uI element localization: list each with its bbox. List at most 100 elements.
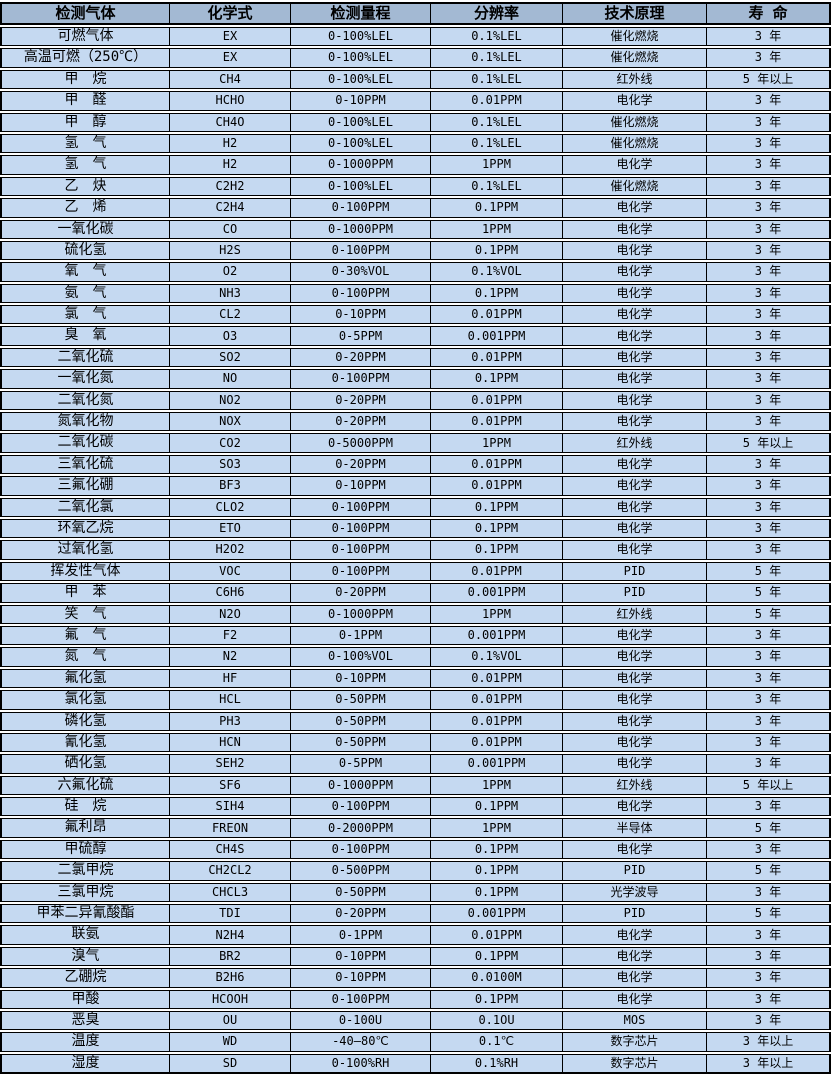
cell-principle: 电化学 (563, 839, 707, 860)
cell-gas: 臭 氧 (0, 326, 170, 346)
cell-principle: 电化学 (563, 262, 707, 282)
cell-formula: HCHO (170, 91, 291, 111)
cell-range: 0-100PPM (291, 198, 431, 218)
cell-gas: 氯化氢 (0, 690, 170, 710)
cell-formula: HCN (170, 732, 291, 753)
cell-lifespan: 3 年 (707, 668, 831, 689)
cell-resolution: 0.001PPM (431, 625, 563, 646)
cell-range: 0-10PPM (291, 968, 431, 988)
cell-range: 0-2000PPM (291, 818, 431, 838)
table-row: 三氟化硼 BF3 0-10PPM 0.01PPM 电化学 3 年 (0, 476, 831, 496)
cell-principle: 电化学 (563, 754, 707, 774)
cell-formula: NO (170, 369, 291, 389)
cell-resolution: 0.01PPM (431, 347, 563, 368)
table-row: 三氯甲烷 CHCL3 0-50PPM 0.1PPM 光学波导 3 年 (0, 882, 831, 903)
cell-range: 0-50PPM (291, 732, 431, 753)
table-row: 氟利昂 FREON 0-2000PPM 1PPM 半导体 5 年 (0, 818, 831, 838)
cell-principle: MOS (563, 1010, 707, 1031)
cell-principle: 电化学 (563, 625, 707, 646)
table-row: 氢 气 H2 0-1000PPM 1PPM 电化学 3 年 (0, 155, 831, 175)
cell-gas: 甲 醛 (0, 91, 170, 111)
cell-lifespan: 3 年 (707, 454, 831, 475)
cell-gas: 可燃气体 (0, 27, 170, 47)
cell-resolution: 0.01PPM (431, 925, 563, 945)
cell-gas: 一氧化碳 (0, 219, 170, 239)
cell-formula: CO2 (170, 433, 291, 453)
table-row: 湿度 SD 0-100%RH 0.1%RH 数字芯片 3 年以上 (0, 1053, 831, 1075)
cell-formula: BR2 (170, 946, 291, 967)
cell-resolution: 0.1%LEL (431, 69, 563, 90)
col-header-formula: 化学式 (170, 2, 291, 25)
cell-lifespan: 5 年 (707, 861, 831, 881)
cell-principle: 电化学 (563, 283, 707, 304)
table-row: 硒化氢 SEH2 0-5PPM 0.001PPM 电化学 3 年 (0, 754, 831, 774)
cell-principle: 电化学 (563, 454, 707, 475)
cell-formula: CH2CL2 (170, 861, 291, 881)
cell-range: 0-100%RH (291, 1053, 431, 1075)
cell-gas: 三氯甲烷 (0, 882, 170, 903)
cell-formula: C2H4 (170, 198, 291, 218)
cell-gas: 氯 气 (0, 305, 170, 325)
cell-resolution: 1PPM (431, 155, 563, 175)
cell-range: 0-1000PPM (291, 775, 431, 796)
table-row: 乙硼烷 B2H6 0-10PPM 0.0100M 电化学 3 年 (0, 968, 831, 988)
cell-principle: 催化燃烧 (563, 133, 707, 154)
cell-resolution: 0.0100M (431, 968, 563, 988)
cell-resolution: 0.01PPM (431, 668, 563, 689)
cell-formula: HCOOH (170, 989, 291, 1009)
cell-range: 0-100%LEL (291, 133, 431, 154)
cell-range: 0-5PPM (291, 754, 431, 774)
cell-formula: N2 (170, 647, 291, 667)
cell-lifespan: 5 年以上 (707, 69, 831, 90)
cell-range: 0-1000PPM (291, 219, 431, 239)
cell-range: 0-10PPM (291, 305, 431, 325)
table-row: 氯化氢 HCL 0-50PPM 0.01PPM 电化学 3 年 (0, 690, 831, 710)
cell-formula: CH4 (170, 69, 291, 90)
cell-range: 0-100PPM (291, 540, 431, 560)
cell-principle: PID (563, 561, 707, 582)
cell-principle: 电化学 (563, 518, 707, 539)
cell-resolution: 0.01PPM (431, 91, 563, 111)
cell-formula: C6H6 (170, 583, 291, 603)
table-row: 挥发性气体 VOC 0-100PPM 0.01PPM PID 5 年 (0, 561, 831, 582)
cell-range: 0-1PPM (291, 625, 431, 646)
cell-resolution: 0.1%VOL (431, 262, 563, 282)
cell-lifespan: 3 年 (707, 133, 831, 154)
cell-resolution: 0.1%VOL (431, 647, 563, 667)
table-row: 过氧化氢 H2O2 0-100PPM 0.1PPM 电化学 3 年 (0, 540, 831, 560)
cell-range: 0-100PPM (291, 283, 431, 304)
cell-gas: 温度 (0, 1032, 170, 1052)
cell-lifespan: 3 年 (707, 732, 831, 753)
cell-lifespan: 3 年 (707, 283, 831, 304)
cell-principle: PID (563, 583, 707, 603)
cell-formula: NH3 (170, 283, 291, 304)
cell-principle: PID (563, 904, 707, 924)
cell-resolution: 0.01PPM (431, 732, 563, 753)
cell-principle: 电化学 (563, 732, 707, 753)
table-row: 乙 烯 C2H4 0-100PPM 0.1PPM 电化学 3 年 (0, 198, 831, 218)
cell-formula: CHCL3 (170, 882, 291, 903)
cell-lifespan: 3 年 (707, 155, 831, 175)
cell-lifespan: 5 年以上 (707, 775, 831, 796)
cell-formula: NOX (170, 412, 291, 432)
cell-resolution: 0.1PPM (431, 989, 563, 1009)
cell-gas: 氟 气 (0, 625, 170, 646)
cell-resolution: 0.1%LEL (431, 176, 563, 197)
table-row: 溴气 BR2 0-10PPM 0.1PPM 电化学 3 年 (0, 946, 831, 967)
cell-formula: SO3 (170, 454, 291, 475)
cell-formula: FREON (170, 818, 291, 838)
cell-formula: H2 (170, 133, 291, 154)
cell-lifespan: 3 年 (707, 946, 831, 967)
cell-lifespan: 3 年 (707, 882, 831, 903)
cell-range: 0-1PPM (291, 925, 431, 945)
cell-resolution: 0.1PPM (431, 240, 563, 261)
cell-formula: TDI (170, 904, 291, 924)
cell-resolution: 0.1%LEL (431, 48, 563, 68)
cell-principle: 电化学 (563, 240, 707, 261)
table-row: 高温可燃（250℃） EX 0-100%LEL 0.1%LEL 催化燃烧 3 年 (0, 48, 831, 68)
cell-resolution: 0.1PPM (431, 369, 563, 389)
cell-formula: SO2 (170, 347, 291, 368)
cell-principle: 电化学 (563, 540, 707, 560)
cell-range: 0-100%LEL (291, 48, 431, 68)
cell-principle: 电化学 (563, 925, 707, 945)
